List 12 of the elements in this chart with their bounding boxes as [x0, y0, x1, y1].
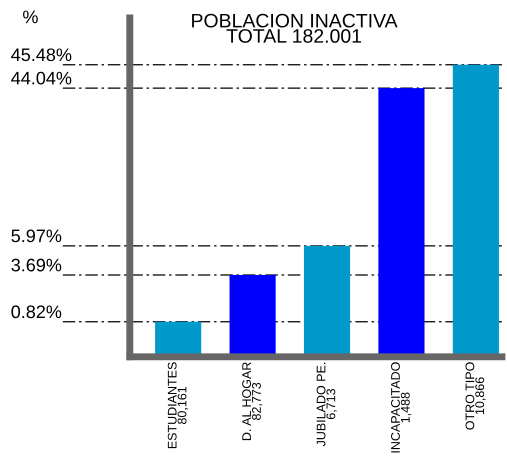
x-tick-label: JUBILADO PE. 6,713 — [316, 362, 337, 446]
text: % — [23, 10, 38, 24]
x-tick-label: INCAPACITADO 1,488 — [391, 362, 412, 452]
text: 5.97% — [11, 229, 62, 242]
text: 44.04% — [11, 72, 72, 85]
text: 45.48% — [11, 48, 72, 62]
x-tick-label: OTRO TIPO 10,866 — [465, 362, 486, 430]
x-tick-label: ESTUDIANTES 80,161 — [168, 362, 188, 448]
x-tick-label: D. AL HOGAR 82,773 — [242, 362, 262, 440]
text: 0.82% — [11, 305, 62, 318]
text: 3.69% — [11, 258, 62, 272]
chart-title: POBLACION INACTIVA TOTAL 182.001 — [192, 14, 398, 43]
